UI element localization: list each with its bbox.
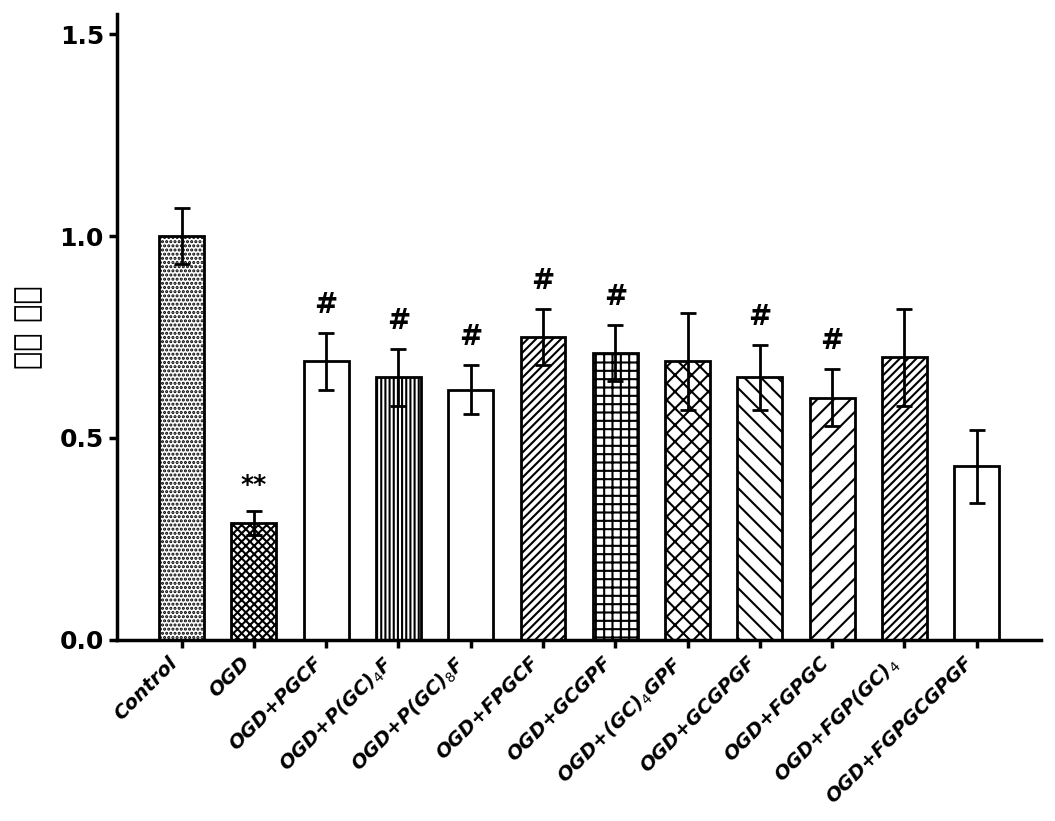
- Bar: [159, 236, 204, 640]
- Bar: [955, 466, 999, 640]
- Text: #: #: [603, 282, 627, 311]
- Bar: [737, 378, 782, 640]
- Bar: [810, 397, 855, 640]
- Text: **: **: [241, 473, 267, 497]
- Text: #: #: [387, 307, 410, 335]
- Y-axis label: 细胞 活性: 细胞 活性: [14, 285, 43, 369]
- Bar: [231, 523, 276, 640]
- Text: #: #: [532, 267, 555, 295]
- Text: #: #: [459, 323, 482, 351]
- Bar: [376, 378, 421, 640]
- Bar: [665, 361, 710, 640]
- Text: #: #: [821, 328, 844, 355]
- Bar: [593, 353, 637, 640]
- Text: #: #: [314, 291, 338, 319]
- Bar: [882, 357, 927, 640]
- Bar: [448, 389, 493, 640]
- Bar: [304, 361, 348, 640]
- Text: #: #: [748, 303, 771, 331]
- Bar: [520, 337, 565, 640]
